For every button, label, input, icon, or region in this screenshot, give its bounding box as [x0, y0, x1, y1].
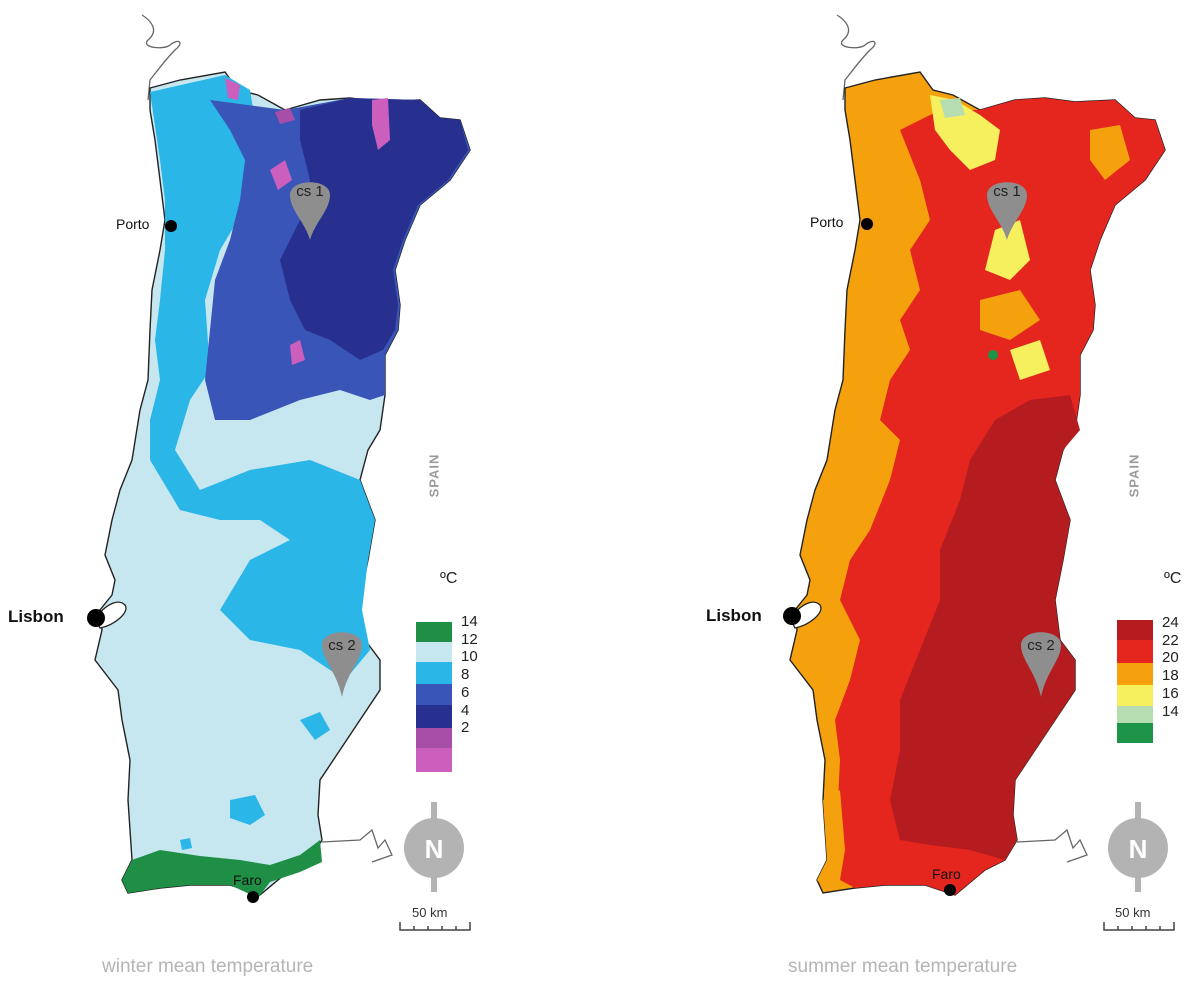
- marker-label-cs2: cs 2: [1027, 637, 1055, 654]
- scale-bar-icon: [399, 922, 471, 931]
- city-label-lisbon: Lisbon: [8, 607, 64, 626]
- legend-swatch: [1117, 663, 1153, 685]
- winter-map-panel: Porto Lisbon Faro cs 1 cs 2 SPAIN ºC 14 …: [8, 14, 478, 977]
- scale-bar-icon: [1103, 922, 1175, 931]
- summer-map-panel: Porto Lisbon Faro cs 1 cs 2 SPAIN ºC 24 …: [600, 0, 1200, 989]
- neighbor-label-spain: SPAIN: [426, 453, 442, 498]
- city-label-faro: Faro: [233, 872, 262, 888]
- legend-tick: 4: [461, 701, 470, 719]
- north-arrow-icon: N: [404, 800, 464, 900]
- summer-legend: [1117, 620, 1153, 743]
- svg-text:N: N: [1129, 834, 1148, 864]
- porto-dot: [165, 220, 177, 232]
- lisbon-dot: [87, 609, 105, 627]
- legend-tick: 22: [1162, 631, 1179, 649]
- legend-tick: 18: [1162, 667, 1179, 685]
- legend-swatch: [1117, 620, 1153, 640]
- legend-swatch: [416, 642, 452, 662]
- faro-dot: [247, 891, 259, 903]
- city-label-porto: Porto: [810, 214, 844, 230]
- legend-swatch: [416, 728, 452, 748]
- legend-swatch: [416, 748, 452, 772]
- svg-text:N: N: [425, 834, 444, 864]
- map-caption: summer mean temperature: [788, 956, 1018, 977]
- winter-legend-ticks: 14 12 10 8 6 4 2: [461, 613, 478, 737]
- marker-label-cs1: cs 1: [993, 183, 1021, 200]
- legend-tick: 8: [461, 666, 470, 684]
- city-label-faro: Faro: [932, 866, 961, 882]
- city-label-lisbon: Lisbon: [706, 606, 762, 625]
- legend-unit: ºC: [440, 570, 458, 587]
- legend-tick: 2: [461, 719, 470, 737]
- map-pin-icon: [290, 182, 330, 240]
- legend-swatch: [1117, 640, 1153, 663]
- scale-bar-label: 50 km: [412, 905, 448, 920]
- legend-tick: 20: [1162, 649, 1179, 667]
- legend-tick: 12: [461, 630, 478, 648]
- map-pin-icon: [322, 632, 362, 697]
- map-caption: winter mean temperature: [102, 956, 314, 977]
- map-pin-icon: [1021, 632, 1061, 697]
- summer-temperature-map: [783, 14, 1166, 896]
- legend-tick: 16: [1162, 684, 1179, 702]
- legend-tick: 10: [461, 648, 478, 666]
- legend-swatch: [1117, 685, 1153, 706]
- winter-temperature-map: [87, 14, 471, 903]
- north-arrow-icon: N: [1108, 800, 1168, 900]
- legend-swatch: [1117, 723, 1153, 743]
- legend-swatch: [416, 684, 452, 705]
- legend-swatch: [416, 705, 452, 728]
- marker-label-cs1: cs 1: [296, 183, 324, 200]
- legend-swatch: [416, 622, 452, 642]
- legend-tick: 24: [1162, 614, 1179, 631]
- city-label-porto: Porto: [116, 216, 150, 232]
- legend-tick: 6: [461, 683, 470, 701]
- marker-label-cs2: cs 2: [328, 637, 356, 654]
- legend-swatch: [1117, 706, 1153, 723]
- scale-bar-label: 50 km: [1115, 905, 1151, 920]
- winter-legend: [416, 622, 452, 772]
- map-pin-icon: [987, 182, 1027, 240]
- legend-swatch: [416, 662, 452, 684]
- legend-tick: 14: [461, 613, 478, 630]
- neighbor-label-spain: SPAIN: [1126, 453, 1142, 498]
- legend-tick: 14: [1162, 702, 1179, 720]
- summer-legend-ticks: 24 22 20 18 16 14: [1162, 614, 1179, 720]
- legend-unit: ºC: [1164, 570, 1182, 587]
